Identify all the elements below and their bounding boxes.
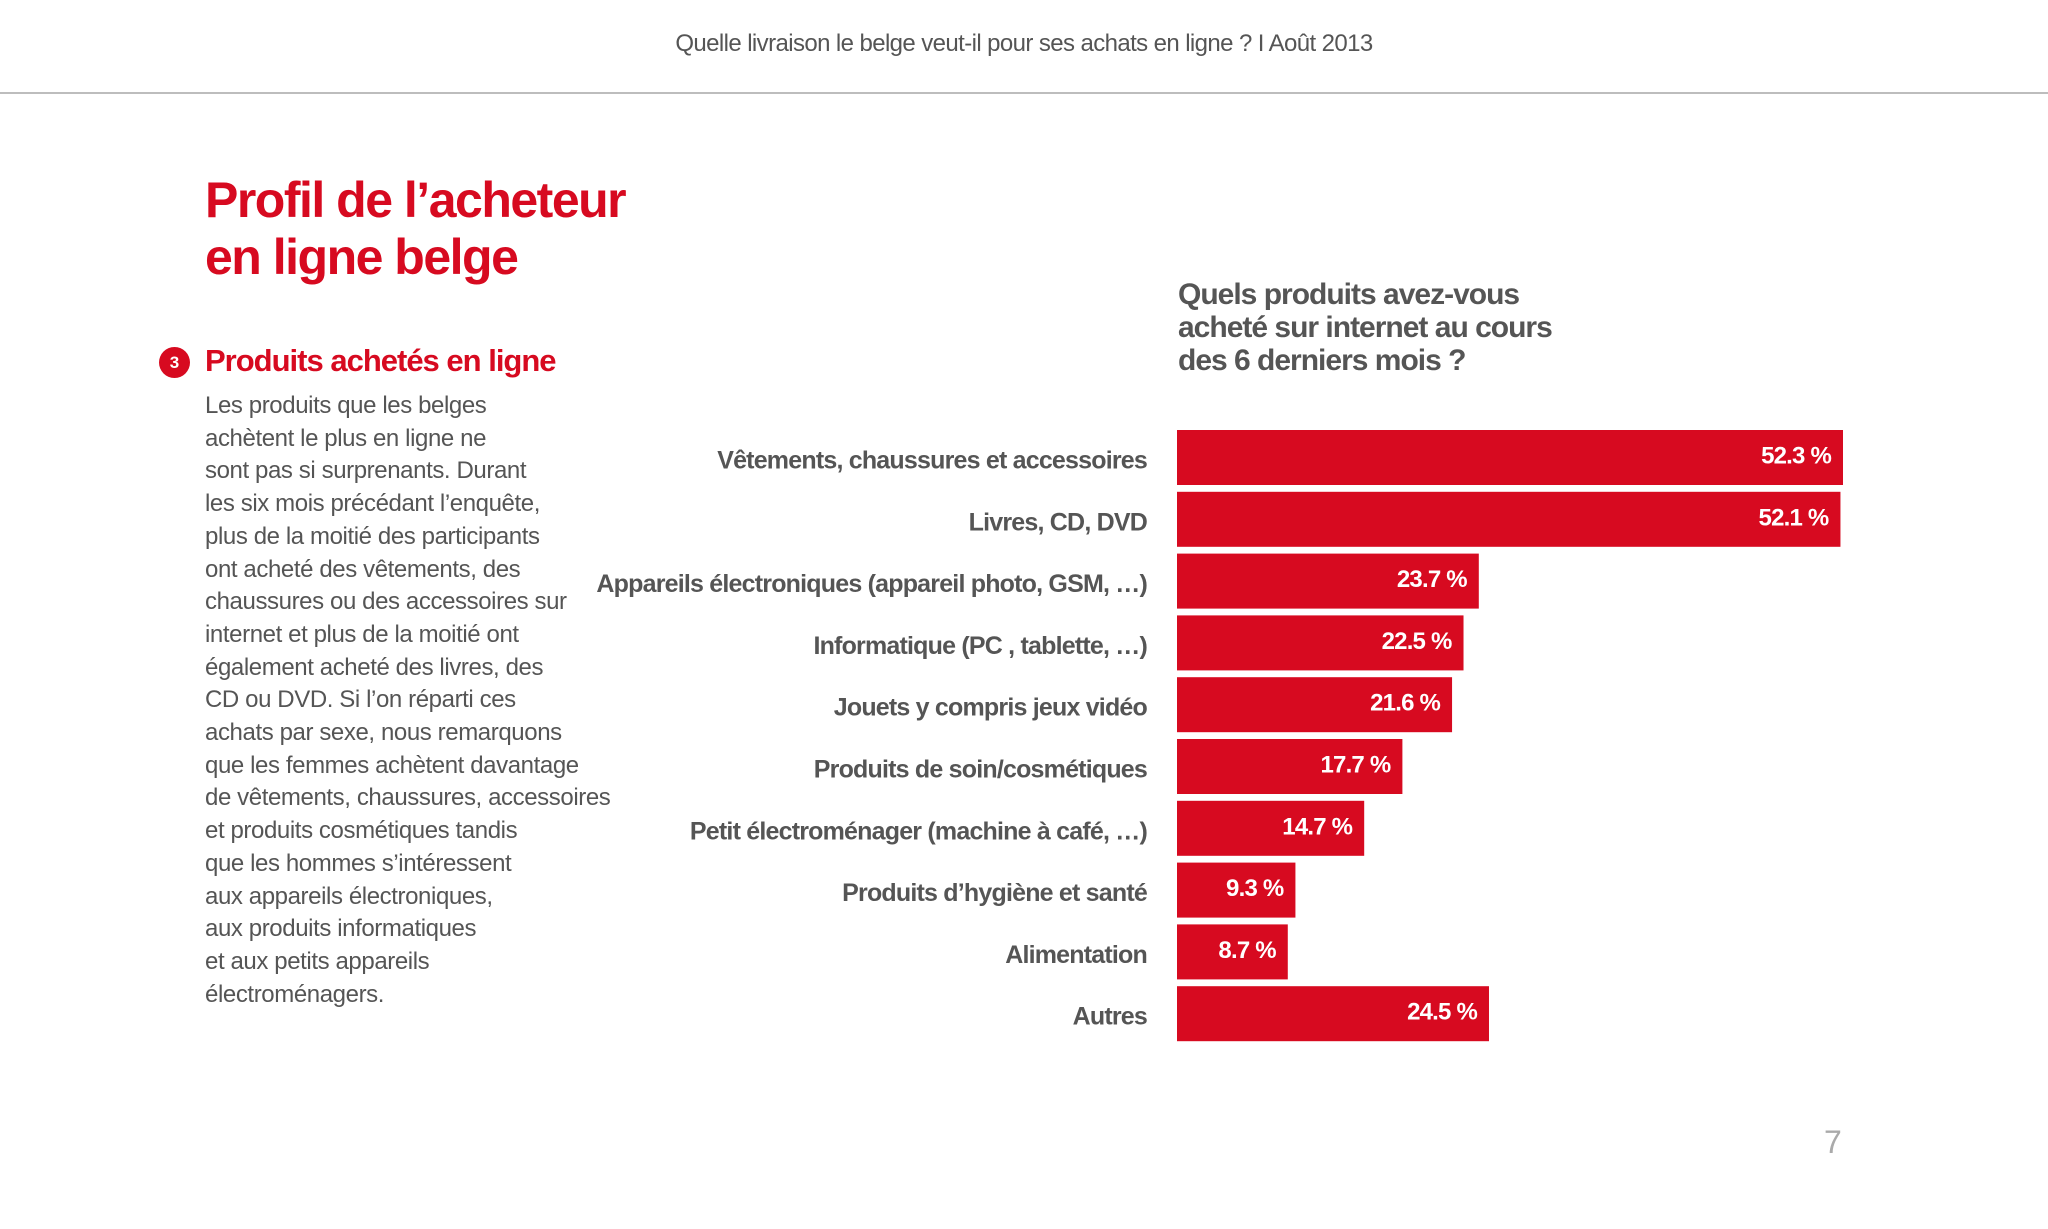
bar xyxy=(1177,800,1365,856)
bar xyxy=(1177,986,1489,1042)
body-text-line: que les hommes s’intéressent xyxy=(205,849,512,877)
chart-title: Quels produits avez-vous acheté sur inte… xyxy=(1178,278,1553,377)
body-text-line: de vêtements, chaussures, accessoires xyxy=(205,784,611,812)
body-text-line: internet et plus de la moitié ont xyxy=(205,620,519,648)
category-label: Produits d’hygiène et santé xyxy=(842,879,1148,907)
bar xyxy=(1177,677,1453,733)
bar xyxy=(1177,491,1841,547)
body-text: Les produits que les belges achètent le p… xyxy=(205,390,611,1011)
header-divider xyxy=(0,92,2048,94)
value-label: 17.7 % xyxy=(1320,752,1390,779)
value-label: 8.7 % xyxy=(1218,937,1276,964)
value-label: 24.5 % xyxy=(1407,999,1477,1026)
value-label: 23.7 % xyxy=(1397,566,1467,593)
value-label: 22.5 % xyxy=(1382,628,1452,655)
category-label: Livres, CD, DVD xyxy=(969,508,1147,536)
body-text-line: que les femmes achètent davantage xyxy=(205,751,579,779)
page-title-line: en ligne belge xyxy=(205,229,519,285)
chart-title-line: Quels produits avez-vous xyxy=(1178,278,1520,311)
body-text-line: aux produits informatiques xyxy=(205,915,477,943)
body-text-line: également acheté des livres, des xyxy=(205,653,544,681)
value-label: 9.3 % xyxy=(1226,875,1284,902)
category-label: Alimentation xyxy=(1005,941,1147,969)
category-label: Vêtements, chaussures et accessoires xyxy=(717,447,1147,475)
body-text-line: et aux petits appareils xyxy=(205,947,430,975)
bar xyxy=(1177,862,1296,918)
body-text-line: chaussures ou des accessoires sur xyxy=(205,588,567,616)
category-label: Petit électroménager (machine à café, …) xyxy=(690,817,1148,845)
document-header: Quelle livraison le belge veut-il pour s… xyxy=(675,30,1373,57)
body-text-line: ont acheté des vêtements, des xyxy=(205,555,521,583)
page-number: 7 xyxy=(1824,1124,1842,1160)
body-text-line: aux appareils électroniques, xyxy=(205,882,493,910)
category-label: Jouets y compris jeux vidéo xyxy=(834,694,1148,722)
category-label: Produits de soin/cosmétiques xyxy=(814,756,1147,784)
bar xyxy=(1177,924,1288,980)
bar xyxy=(1177,739,1403,794)
body-text-line: sont pas si surprenants. Durant xyxy=(205,457,527,485)
value-label: 14.7 % xyxy=(1282,813,1352,840)
body-text-line: CD ou DVD. Si l’on réparti ces xyxy=(205,686,516,714)
bar xyxy=(1177,430,1843,485)
body-text-line: les six mois précédant l’enquête, xyxy=(205,490,540,518)
category-label: Informatique (PC , tablette, …) xyxy=(813,632,1147,660)
body-text-line: plus de la moitié des participants xyxy=(205,522,540,550)
category-label: Autres xyxy=(1073,1003,1147,1031)
chart-title-line: acheté sur internet au cours xyxy=(1178,311,1553,344)
body-text-line: électroménagers. xyxy=(205,980,385,1008)
section-title: Produits achetés en ligne xyxy=(205,343,557,378)
body-text-line: Les produits que les belges xyxy=(205,392,487,419)
value-label: 21.6 % xyxy=(1370,690,1440,717)
section-number-badge: 3 xyxy=(159,347,190,378)
value-label: 52.1 % xyxy=(1759,504,1829,531)
body-text-line: et produits cosmétiques tandis xyxy=(205,817,518,845)
body-text-line: achats par sexe, nous remarquons xyxy=(205,719,562,747)
page-title: Profil de l’acheteur en ligne belge xyxy=(205,172,627,286)
category-label: Appareils électroniques (appareil photo,… xyxy=(596,570,1147,598)
bar xyxy=(1177,553,1479,609)
chart-title-line: des 6 derniers mois ? xyxy=(1178,344,1466,377)
bar xyxy=(1177,615,1464,671)
page-title-line: Profil de l’acheteur xyxy=(205,172,627,228)
body-text-line: achètent le plus en ligne ne xyxy=(205,424,487,452)
value-label: 52.3 % xyxy=(1761,443,1831,470)
